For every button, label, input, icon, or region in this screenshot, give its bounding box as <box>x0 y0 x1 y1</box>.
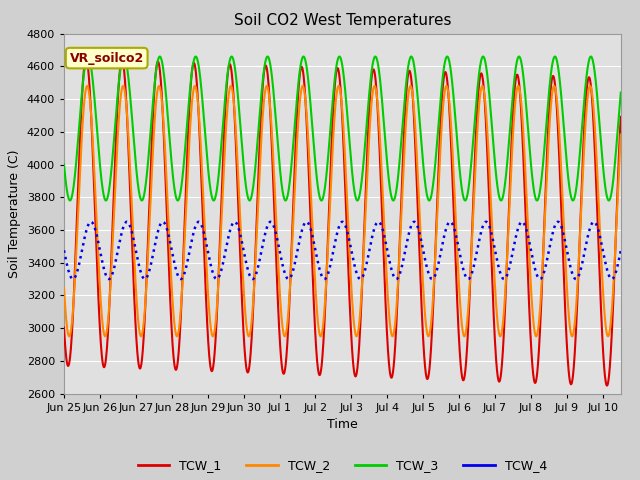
Text: VR_soilco2: VR_soilco2 <box>70 51 144 65</box>
X-axis label: Time: Time <box>327 418 358 431</box>
Legend: TCW_1, TCW_2, TCW_3, TCW_4: TCW_1, TCW_2, TCW_3, TCW_4 <box>133 455 552 477</box>
Title: Soil CO2 West Temperatures: Soil CO2 West Temperatures <box>234 13 451 28</box>
Y-axis label: Soil Temperature (C): Soil Temperature (C) <box>8 149 21 278</box>
